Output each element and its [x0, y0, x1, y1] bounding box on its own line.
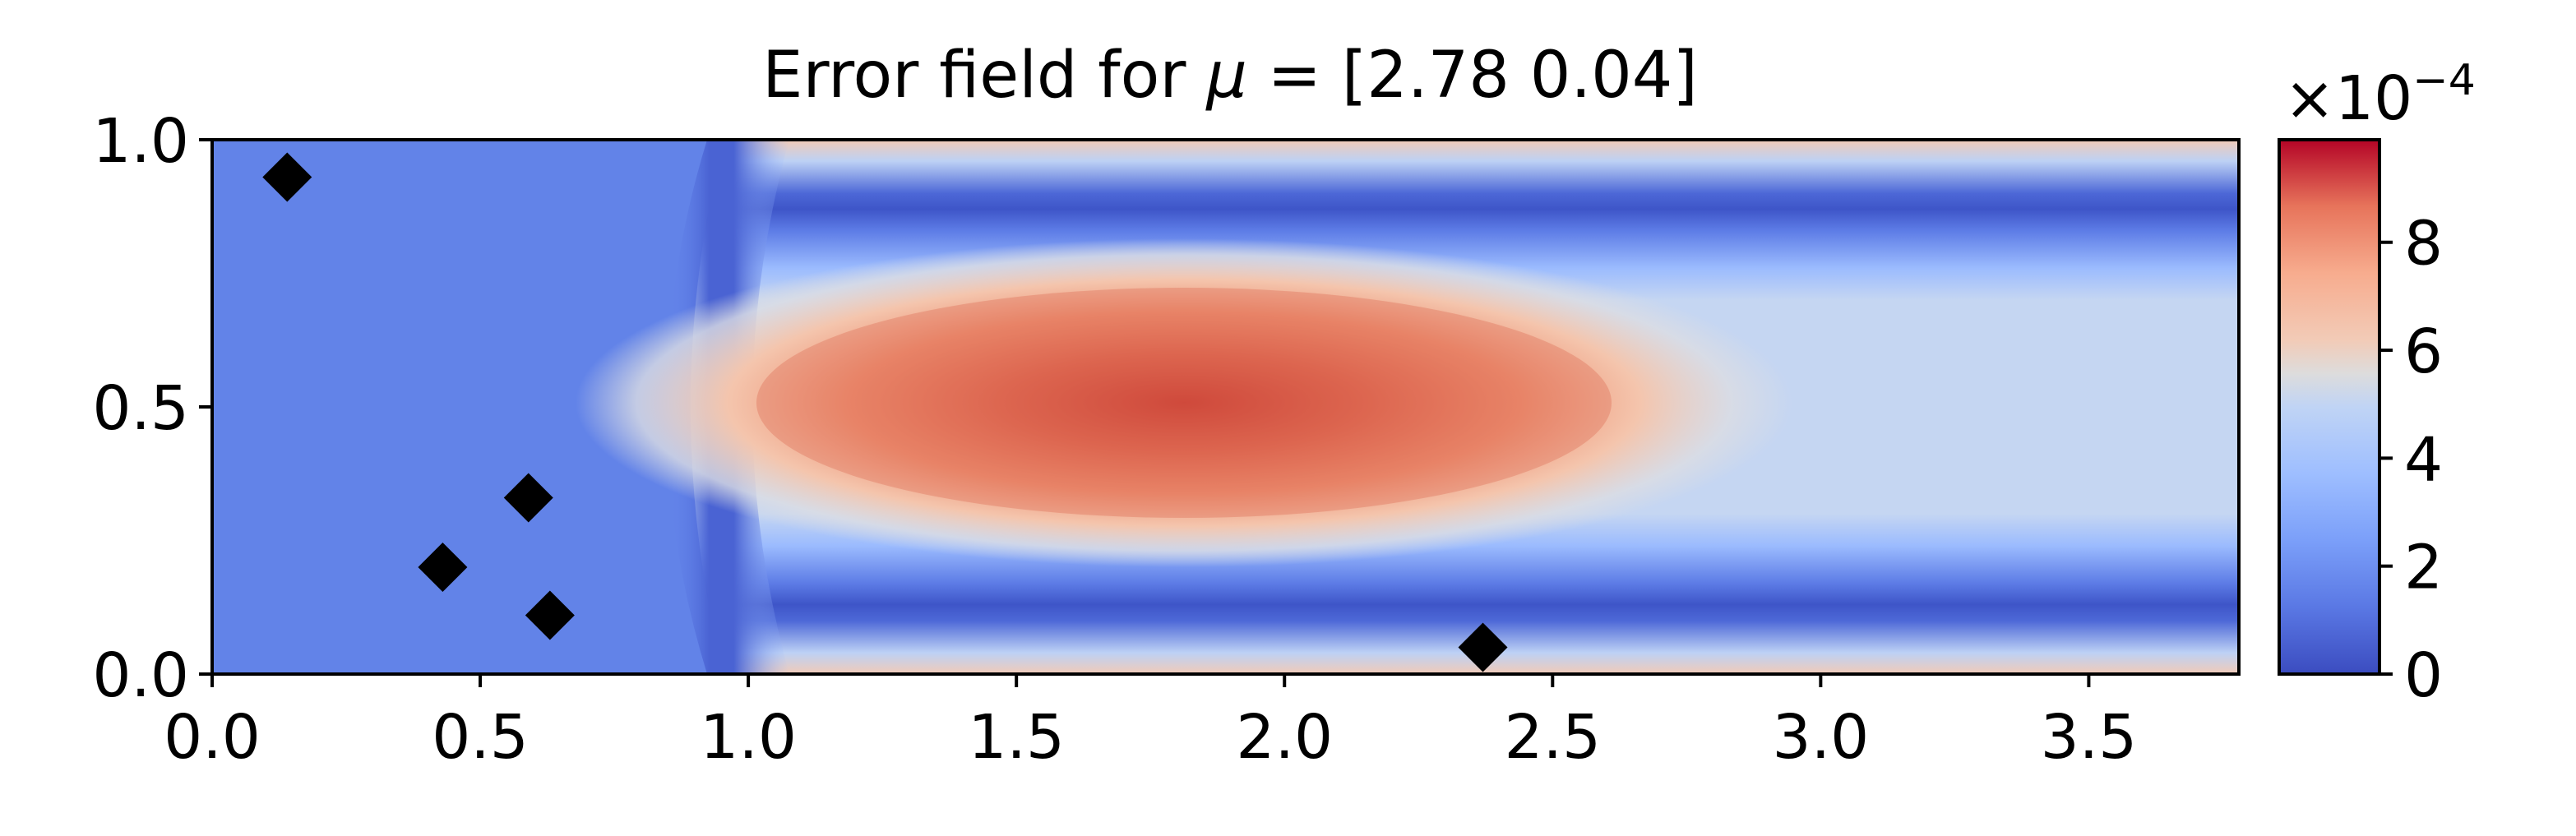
x-tick-label: 2.5: [1504, 702, 1601, 773]
title-suffix: = [2.78 0.04]: [1247, 39, 1698, 113]
diamond-marker: [525, 590, 575, 640]
x-tick-label: 2.0: [1236, 702, 1333, 773]
y-tick-label: 0.0: [92, 640, 189, 711]
x-tick-label: 0.5: [432, 702, 529, 773]
colorbar-tick-label: 0: [2404, 640, 2443, 711]
colorbar-tick-label: 8: [2404, 209, 2443, 279]
error-field-heatmap: [212, 140, 2239, 674]
colorbar-scale-base: ×10: [2284, 63, 2412, 134]
diamond-marker: [418, 543, 468, 592]
colorbar-tick-label: 2: [2404, 533, 2443, 603]
title-symbol: μ: [1205, 39, 1247, 113]
colorbar-scale-label: ×10−4: [2284, 56, 2476, 134]
y-axis: 0.0 0.5 1.0: [92, 106, 212, 711]
sensor-markers: [262, 152, 1508, 672]
colorbar: [2278, 138, 2381, 676]
title-prefix: Error field for: [762, 39, 1206, 113]
chart-title: Error field for μ = [2.78 0.04]: [762, 39, 1698, 113]
y-tick-label: 1.0: [92, 106, 189, 177]
y-tick-label: 0.5: [92, 373, 189, 444]
colorbar-ticks: 0 2 4 6 8: [2379, 209, 2443, 711]
x-tick-label: 1.0: [700, 702, 797, 773]
diamond-marker: [1458, 622, 1508, 672]
x-tick-label: 0.0: [164, 702, 261, 773]
diamond-marker: [262, 152, 312, 202]
x-axis: 0.0 0.5 1.0 1.5 2.0 2.5 3.0 3.5: [164, 674, 2137, 773]
x-tick-label: 3.0: [1773, 702, 1870, 773]
colorbar-tick-label: 4: [2404, 424, 2443, 495]
diamond-marker: [503, 473, 553, 523]
x-tick-label: 3.5: [2041, 702, 2138, 773]
colorbar-scale-exponent: −4: [2412, 56, 2476, 105]
colorbar-tick-label: 6: [2404, 316, 2443, 387]
x-tick-label: 1.5: [968, 702, 1065, 773]
